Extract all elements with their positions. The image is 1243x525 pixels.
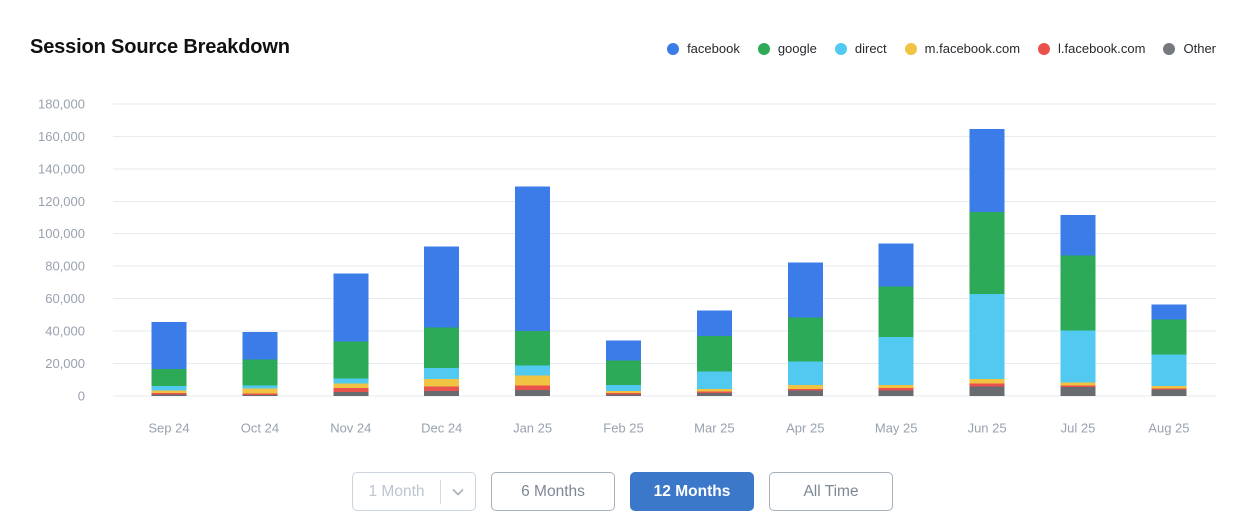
svg-text:60,000: 60,000: [45, 291, 85, 306]
svg-text:May 25: May 25: [875, 421, 918, 436]
svg-text:20,000: 20,000: [45, 356, 85, 371]
svg-text:Oct 24: Oct 24: [241, 421, 279, 436]
svg-text:40,000: 40,000: [45, 323, 85, 338]
svg-text:180,000: 180,000: [38, 97, 85, 112]
svg-text:140,000: 140,000: [38, 161, 85, 176]
svg-text:Sep 24: Sep 24: [148, 421, 189, 436]
svg-text:Mar 25: Mar 25: [694, 421, 734, 436]
svg-text:100,000: 100,000: [38, 226, 85, 241]
svg-text:Aug 25: Aug 25: [1148, 421, 1189, 436]
svg-text:Nov 24: Nov 24: [330, 421, 371, 436]
svg-text:Jun 25: Jun 25: [968, 421, 1007, 436]
svg-text:160,000: 160,000: [38, 129, 85, 144]
svg-text:120,000: 120,000: [38, 194, 85, 209]
svg-text:Feb 25: Feb 25: [603, 421, 643, 436]
svg-text:0: 0: [78, 388, 85, 403]
svg-text:80,000: 80,000: [45, 259, 85, 274]
svg-text:Jul 25: Jul 25: [1061, 421, 1096, 436]
svg-text:Apr 25: Apr 25: [786, 421, 824, 436]
svg-text:Dec 24: Dec 24: [421, 421, 462, 436]
svg-text:Jan 25: Jan 25: [513, 421, 552, 436]
